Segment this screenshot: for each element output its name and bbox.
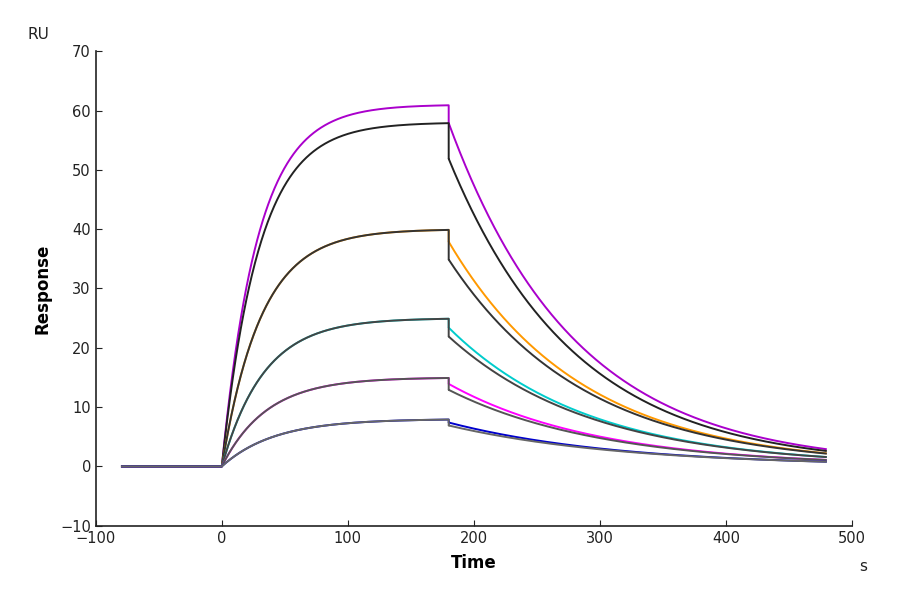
X-axis label: Time: Time	[451, 554, 497, 572]
Text: RU: RU	[28, 27, 50, 42]
Y-axis label: Response: Response	[33, 243, 51, 334]
Text: s: s	[860, 559, 868, 574]
